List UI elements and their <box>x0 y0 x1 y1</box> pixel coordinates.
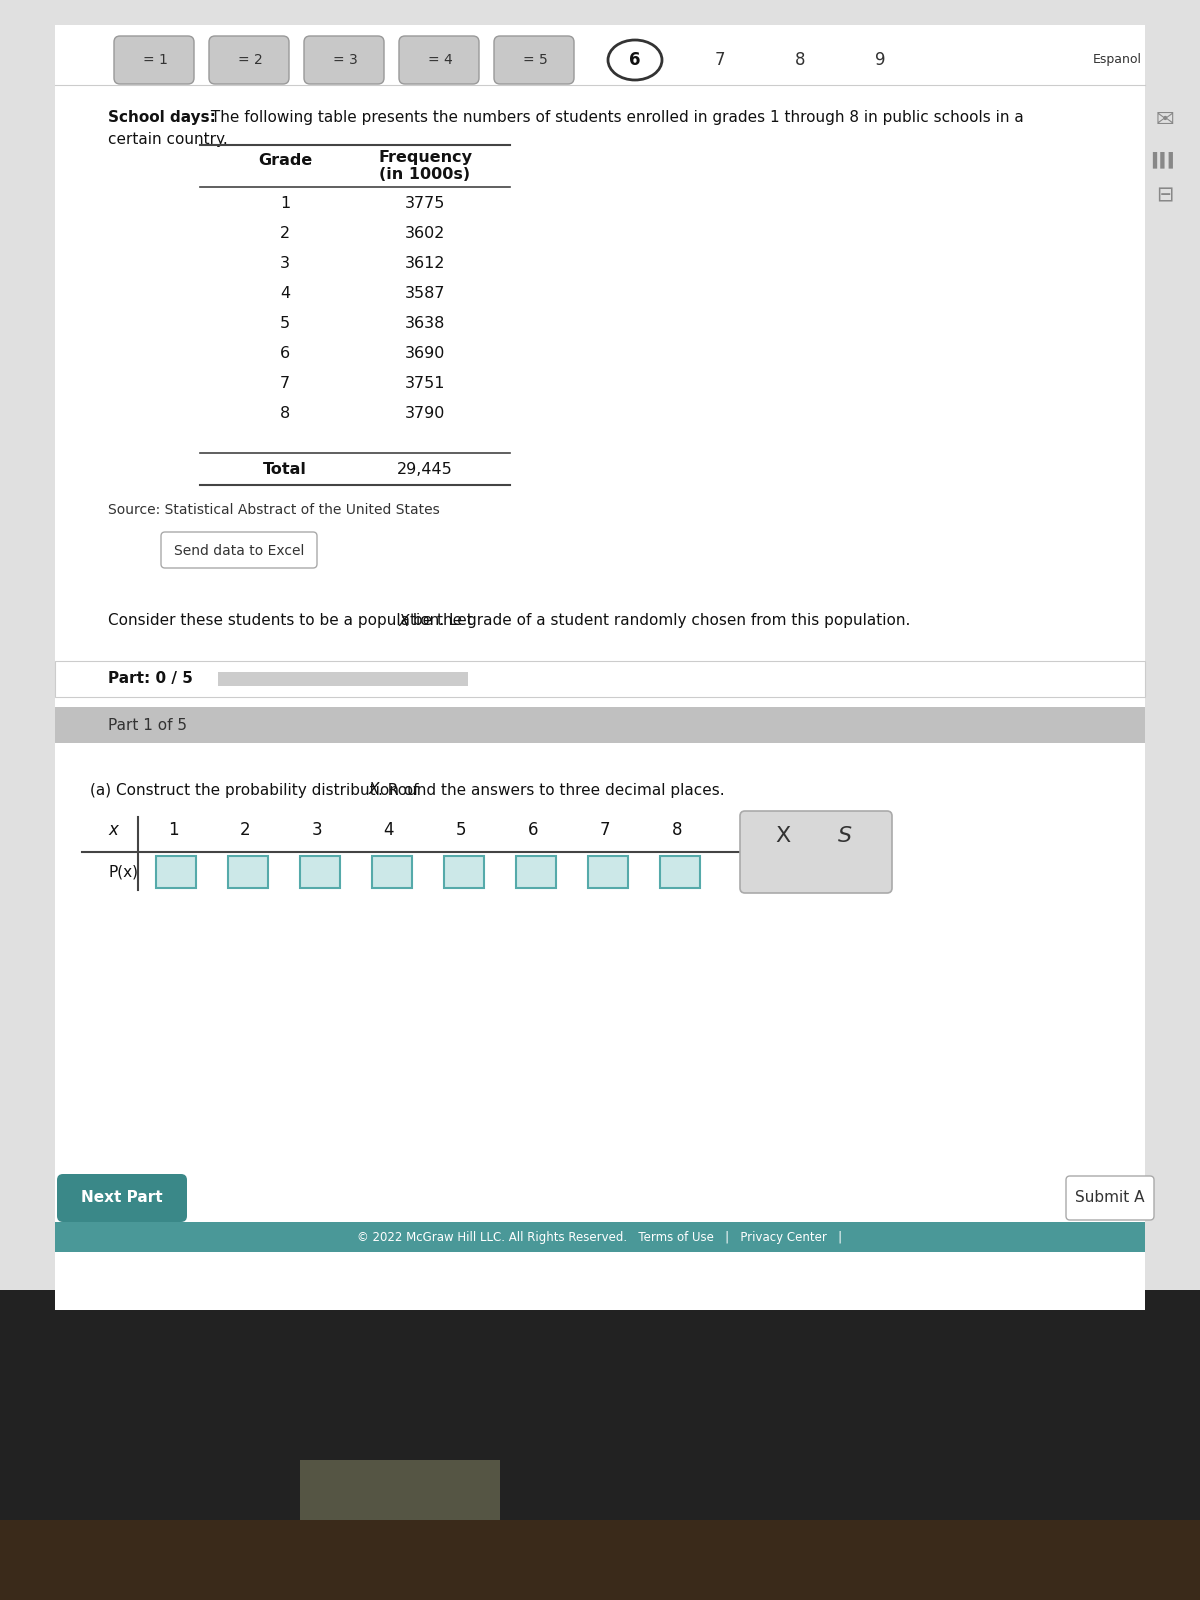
Text: 3587: 3587 <box>404 285 445 301</box>
Text: 8: 8 <box>672 821 683 838</box>
Text: ⊟: ⊟ <box>1157 186 1174 205</box>
Text: = 3: = 3 <box>332 53 358 67</box>
Text: Send data to Excel: Send data to Excel <box>174 544 304 558</box>
Bar <box>55 661 1145 698</box>
Text: 5: 5 <box>456 821 467 838</box>
Bar <box>55 1222 1145 1251</box>
Bar <box>156 856 196 888</box>
FancyBboxPatch shape <box>398 35 479 83</box>
Text: © 2022 McGraw Hill LLC. All Rights Reserved.   Terms of Use   |   Privacy Center: © 2022 McGraw Hill LLC. All Rights Reser… <box>358 1230 842 1243</box>
Text: 3: 3 <box>312 821 323 838</box>
Ellipse shape <box>608 40 662 80</box>
Bar <box>228 856 268 888</box>
Text: 2: 2 <box>240 821 251 838</box>
Bar <box>0 1290 1200 1600</box>
Text: 6: 6 <box>528 821 539 838</box>
Text: 5: 5 <box>280 315 290 331</box>
Text: x: x <box>108 821 118 838</box>
Text: 4: 4 <box>280 285 290 301</box>
Text: 7: 7 <box>600 821 611 838</box>
Text: 1: 1 <box>168 821 179 838</box>
Text: Espanol: Espanol <box>1093 53 1142 67</box>
FancyBboxPatch shape <box>1066 1176 1154 1219</box>
Text: 1: 1 <box>280 195 290 211</box>
FancyBboxPatch shape <box>114 35 194 83</box>
Text: 6: 6 <box>629 51 641 69</box>
Text: 7: 7 <box>280 376 290 390</box>
Text: 2: 2 <box>280 226 290 240</box>
Text: 3751: 3751 <box>404 376 445 390</box>
Text: X: X <box>398 613 409 629</box>
Text: Part: 0 / 5: Part: 0 / 5 <box>108 672 193 686</box>
Bar <box>55 26 1145 85</box>
Text: School days:: School days: <box>108 110 216 125</box>
Text: (a) Construct the probability distribution of: (a) Construct the probability distributi… <box>90 782 424 797</box>
FancyBboxPatch shape <box>209 35 289 83</box>
Text: ✉: ✉ <box>1156 110 1175 130</box>
Text: = 5: = 5 <box>523 53 547 67</box>
Bar <box>372 856 412 888</box>
Bar <box>300 856 340 888</box>
Bar <box>516 856 556 888</box>
Text: Submit A: Submit A <box>1075 1190 1145 1205</box>
Text: Next Part: Next Part <box>82 1190 163 1205</box>
Text: 29,445: 29,445 <box>397 461 452 477</box>
Text: = 4: = 4 <box>427 53 452 67</box>
FancyBboxPatch shape <box>304 35 384 83</box>
Text: 3602: 3602 <box>404 226 445 240</box>
Text: X: X <box>775 826 791 846</box>
Text: P(x): P(x) <box>108 864 138 880</box>
Text: certain country.: certain country. <box>108 133 228 147</box>
Text: = 1: = 1 <box>143 53 168 67</box>
FancyBboxPatch shape <box>58 1174 187 1222</box>
Text: 3775: 3775 <box>404 195 445 211</box>
FancyBboxPatch shape <box>740 811 892 893</box>
Bar <box>0 1520 1200 1600</box>
Text: Part 1 of 5: Part 1 of 5 <box>108 717 187 733</box>
Bar <box>300 1459 500 1520</box>
Bar <box>444 856 484 888</box>
Text: 3: 3 <box>280 256 290 270</box>
Text: The following table presents the numbers of students enrolled in grades 1 throug: The following table presents the numbers… <box>206 110 1024 125</box>
Text: X: X <box>368 782 379 797</box>
Text: . Round the answers to three decimal places.: . Round the answers to three decimal pla… <box>378 782 725 797</box>
Text: Frequency: Frequency <box>378 150 472 165</box>
Text: Total: Total <box>263 461 307 477</box>
Text: = 2: = 2 <box>238 53 263 67</box>
Text: 8: 8 <box>280 405 290 421</box>
Bar <box>55 30 1145 1310</box>
Text: Source: Statistical Abstract of the United States: Source: Statistical Abstract of the Unit… <box>108 502 439 517</box>
Text: 9: 9 <box>875 51 886 69</box>
Text: Grade: Grade <box>258 154 312 168</box>
Bar <box>218 672 468 686</box>
Text: 4: 4 <box>384 821 395 838</box>
Text: Consider these students to be a population. Let: Consider these students to be a populati… <box>108 613 478 629</box>
Bar <box>55 707 1145 742</box>
Text: 8: 8 <box>794 51 805 69</box>
Text: be the grade of a student randomly chosen from this population.: be the grade of a student randomly chose… <box>408 613 911 629</box>
Text: 3690: 3690 <box>404 346 445 360</box>
Text: 3612: 3612 <box>404 256 445 270</box>
Text: ▌▌▌: ▌▌▌ <box>1152 152 1177 168</box>
FancyBboxPatch shape <box>161 531 317 568</box>
Text: 6: 6 <box>280 346 290 360</box>
Text: S: S <box>838 826 852 846</box>
FancyBboxPatch shape <box>494 35 574 83</box>
Text: 3790: 3790 <box>404 405 445 421</box>
Text: 3638: 3638 <box>404 315 445 331</box>
Text: 7: 7 <box>715 51 725 69</box>
Bar <box>588 856 628 888</box>
Text: (in 1000s): (in 1000s) <box>379 166 470 182</box>
Bar <box>55 750 1145 1310</box>
Bar <box>660 856 700 888</box>
